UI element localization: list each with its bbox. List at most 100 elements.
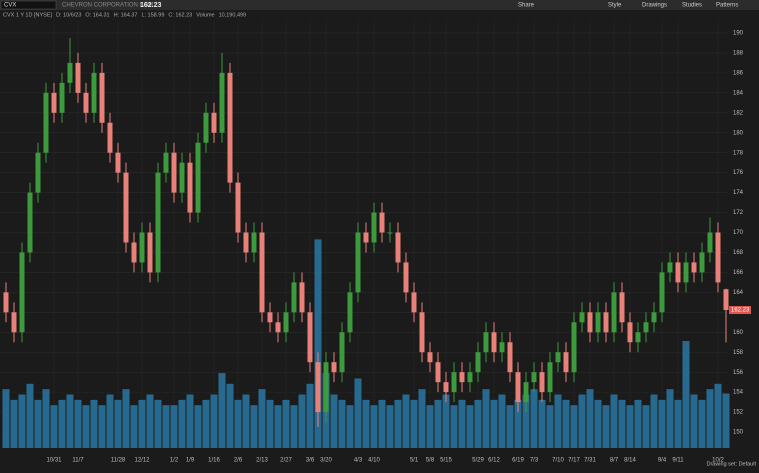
candle-body bbox=[427, 352, 433, 363]
volume-bar bbox=[226, 383, 234, 448]
candle-body bbox=[283, 312, 289, 333]
company: CHEVRON CORPORATION COM bbox=[62, 3, 154, 9]
toolbar-button[interactable]: Studies bbox=[682, 3, 702, 9]
candle-body bbox=[331, 362, 337, 373]
candle-body bbox=[107, 122, 113, 153]
candle-body bbox=[491, 332, 497, 353]
toolbar-button[interactable]: Drawings bbox=[642, 3, 667, 9]
x-tick-label: 1/9 bbox=[186, 458, 195, 464]
candle-body bbox=[475, 352, 481, 373]
volume-bar bbox=[306, 383, 314, 448]
volume-bar bbox=[210, 394, 218, 448]
x-tick-label: 1/2 bbox=[170, 458, 179, 464]
toolbar-button[interactable]: Patterns bbox=[716, 3, 738, 9]
volume-bar bbox=[690, 394, 698, 448]
candle-body bbox=[139, 232, 145, 263]
price-tag bbox=[729, 306, 751, 315]
drawing-set[interactable]: Drawing set: Default bbox=[706, 461, 756, 467]
candle-body bbox=[251, 232, 257, 253]
volume-bar bbox=[42, 389, 50, 448]
candle-body bbox=[515, 372, 521, 403]
candle-body bbox=[595, 312, 601, 333]
info-item: H: 164.37 bbox=[114, 12, 138, 18]
y-tick-label: 186 bbox=[733, 70, 744, 76]
price-tag-label: 162.23 bbox=[731, 308, 750, 314]
candle-body bbox=[619, 292, 625, 323]
volume-bar bbox=[554, 394, 562, 448]
volume-bar bbox=[314, 239, 322, 448]
y-tick-label: 190 bbox=[733, 31, 744, 37]
x-tick-label: 2/13 bbox=[256, 458, 268, 464]
x-tick-label: 2/6 bbox=[234, 458, 243, 464]
candle-body bbox=[691, 262, 697, 273]
y-tick-label: 168 bbox=[733, 250, 744, 256]
candle-body bbox=[307, 312, 313, 363]
info-item: Volume bbox=[196, 12, 214, 18]
volume-bar bbox=[282, 399, 290, 448]
volume-bar bbox=[98, 405, 106, 448]
volume-bar bbox=[338, 399, 346, 448]
y-tick-label: 164 bbox=[733, 290, 744, 296]
x-tick-label: 12/12 bbox=[134, 458, 150, 464]
candle-body bbox=[563, 352, 569, 373]
toolbar-button[interactable]: Style bbox=[608, 3, 622, 9]
volume-bar bbox=[90, 399, 98, 448]
volume-bar bbox=[650, 394, 658, 448]
y-tick-label: 184 bbox=[733, 90, 744, 96]
info-item: C: 162.23 bbox=[168, 12, 192, 18]
x-tick-label: 5/8 bbox=[426, 458, 435, 464]
y-tick-label: 174 bbox=[733, 190, 744, 196]
volume-bar bbox=[106, 394, 114, 448]
candle-body bbox=[675, 262, 681, 283]
candle-body bbox=[299, 282, 305, 313]
y-tick-label: 178 bbox=[733, 150, 744, 156]
volume-bar bbox=[666, 389, 674, 448]
y-tick-label: 156 bbox=[733, 370, 744, 376]
volume-bar bbox=[234, 399, 242, 448]
candle-body bbox=[227, 72, 233, 183]
x-tick-label: 5/29 bbox=[472, 458, 484, 464]
volume-bar bbox=[522, 394, 530, 448]
candle-body bbox=[203, 112, 209, 143]
candle-body bbox=[195, 142, 201, 213]
symbol[interactable]: CVX bbox=[4, 3, 16, 9]
volume-bar bbox=[578, 394, 586, 448]
candle-body bbox=[123, 172, 129, 243]
volume-bar bbox=[386, 405, 394, 448]
volume-bar bbox=[26, 383, 34, 448]
volume-bar bbox=[354, 378, 362, 448]
volume-bar bbox=[586, 389, 594, 448]
candle-body bbox=[211, 112, 217, 133]
volume-bar bbox=[138, 399, 146, 448]
volume-bar bbox=[194, 405, 202, 448]
volume-bar bbox=[154, 399, 162, 448]
volume-bar bbox=[2, 389, 10, 448]
candle-body bbox=[435, 362, 441, 383]
volume-bar bbox=[10, 399, 18, 448]
y-tick-label: 166 bbox=[733, 270, 744, 276]
volume-bar bbox=[514, 399, 522, 448]
y-tick-label: 154 bbox=[733, 390, 744, 396]
info-item: CVX 1 Y 1D [NYSE] bbox=[3, 12, 52, 18]
x-tick-label: 11/7 bbox=[72, 458, 84, 464]
candle-body bbox=[635, 332, 641, 343]
candle-body bbox=[59, 82, 65, 113]
x-tick-label: 1/16 bbox=[208, 458, 220, 464]
candle-body bbox=[275, 322, 281, 333]
candle-body bbox=[339, 332, 345, 373]
x-tick-label: 8/7 bbox=[610, 458, 619, 464]
y-tick-label: 160 bbox=[733, 330, 744, 336]
candle-body bbox=[19, 252, 25, 333]
price-axis bbox=[728, 18, 759, 452]
candle-body bbox=[171, 152, 177, 193]
info-item: 10,190,499 bbox=[219, 12, 247, 18]
candle-body bbox=[659, 272, 665, 313]
volume-bar bbox=[594, 399, 602, 448]
symbol-box[interactable] bbox=[0, 0, 57, 10]
candle-body bbox=[531, 372, 537, 383]
toolbar-button[interactable]: Share bbox=[518, 3, 535, 9]
candle-body bbox=[235, 182, 241, 233]
candle-body bbox=[267, 312, 273, 323]
